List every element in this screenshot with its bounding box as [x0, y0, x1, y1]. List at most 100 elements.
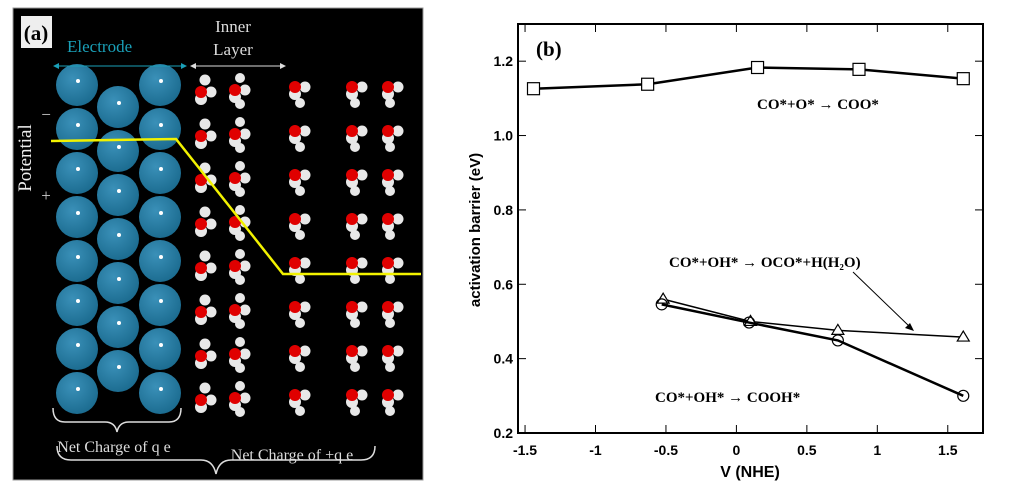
hydrogen-atom	[239, 216, 251, 228]
data-point-square	[852, 62, 866, 76]
potential-minus-sign: −	[41, 105, 51, 124]
hydrogen-atom	[385, 186, 395, 196]
oxygen-atom	[195, 218, 207, 230]
x-tick-label: -0.5	[654, 442, 678, 458]
potential-plus-sign: +	[41, 186, 51, 205]
electrode-label: Electrode	[67, 37, 132, 56]
x-tick-label: 0	[733, 442, 741, 458]
hydrogen-atom	[299, 81, 311, 93]
x-tick-label: 1	[873, 442, 881, 458]
oxygen-atom	[229, 128, 241, 140]
hydrogen-atom	[299, 345, 311, 357]
electrode-atom	[97, 218, 139, 260]
oxygen-atom	[346, 389, 358, 401]
electrode-atom	[56, 152, 98, 194]
electrode-atom	[97, 350, 139, 392]
y-tick-label: 0.2	[494, 425, 514, 441]
hydrogen-atom	[295, 230, 305, 240]
electrode-atom	[56, 328, 98, 370]
hydrogen-atom	[385, 230, 395, 240]
hydrogen-atom	[295, 406, 305, 416]
hydrogen-atom	[385, 362, 395, 372]
potential-profile-line	[50, 137, 421, 276]
hydrogen-atom	[356, 301, 368, 313]
hydrogen-atom	[350, 98, 360, 108]
oxygen-atom	[289, 213, 301, 225]
hydrogen-atom	[205, 174, 217, 186]
data-point-square	[526, 82, 541, 96]
electrode-atom	[97, 306, 139, 348]
series-line-triangle	[662, 298, 964, 338]
hydrogen-atom	[295, 98, 305, 108]
oxygen-atom	[195, 86, 207, 98]
electrode-atom	[97, 262, 139, 304]
electrode-net-charge-label: Net Charge of q e	[57, 439, 170, 456]
hydrogen-atom	[235, 407, 245, 417]
axis-ticks: -1.5 -1 -0.5 0 0.5 1 1.5 0.2 0.4 0.6 0.8 1.0 1.2	[494, 24, 983, 458]
oxygen-atom	[289, 257, 301, 269]
oxygen-atom	[195, 350, 207, 362]
electrode-atom	[139, 108, 181, 150]
hydrogen-atom	[235, 117, 245, 127]
panel-b-chart: -1.5 -1 -0.5 0 0.5 1 1.5 0.2 0.4 0.6 0.8 1.0 1.2 (b)…	[467, 23, 984, 481]
water-net-charge-label: Net Charge of +q e	[231, 447, 353, 464]
atom-highlight	[76, 343, 80, 347]
hydrogen-atom	[235, 187, 245, 197]
hydrogen-atom	[239, 392, 251, 404]
electrode-atom	[139, 152, 181, 194]
data-point-circle	[957, 389, 970, 402]
hydrogen-atom	[235, 381, 245, 391]
electrode-atom	[139, 284, 181, 326]
hydrogen-atom	[235, 143, 245, 153]
hydrogen-atom	[239, 260, 251, 272]
oxygen-atom	[346, 169, 358, 181]
electrode-atom	[139, 196, 181, 238]
oxygen-atom	[229, 392, 241, 404]
data-point-circle	[831, 334, 844, 347]
atom-highlight	[76, 387, 80, 391]
hydrogen-atom	[235, 275, 245, 285]
hydrogen-atom	[235, 231, 245, 241]
atom-highlight	[117, 145, 121, 149]
hydrogen-atom	[392, 389, 404, 401]
atom-highlight	[159, 211, 163, 215]
panel-a: (a) Electrode Inner Layer Potential − + …	[12, 7, 424, 481]
oxygen-atom	[382, 169, 394, 181]
hydrogen-atom	[356, 213, 368, 225]
atom-highlight	[117, 233, 121, 237]
atom-highlight	[76, 167, 80, 171]
electrode-atom	[97, 174, 139, 216]
oxygen-atom	[229, 348, 241, 360]
hydrogen-atom	[235, 293, 245, 303]
hydrogen-atom	[299, 169, 311, 181]
electrode-atom	[56, 240, 98, 282]
y-tick-label: 0.6	[494, 276, 514, 292]
hydrogen-atom	[356, 125, 368, 137]
atom-highlight	[117, 277, 121, 281]
data-point-circle	[655, 298, 668, 311]
hydrogen-atom	[205, 350, 217, 362]
hydrogen-atom	[295, 274, 305, 284]
hydrogen-atom	[205, 130, 217, 142]
hydrogen-atom	[199, 250, 211, 262]
atom-highlight	[76, 79, 80, 83]
oxygen-atom	[195, 306, 207, 318]
data-point-circle	[742, 316, 756, 329]
hydrogen-atom	[392, 125, 404, 137]
hydrogen-atom	[205, 218, 217, 230]
atom-highlight	[76, 123, 80, 127]
y-axis-label: activation barrier (eV)	[467, 153, 484, 307]
electrode-atom	[56, 108, 98, 150]
atom-highlight	[159, 299, 163, 303]
oxygen-atom	[229, 172, 241, 184]
electrode-atom	[139, 372, 181, 414]
oxygen-atom	[346, 345, 358, 357]
hydrogen-atom	[356, 345, 368, 357]
y-tick-label: 0.8	[494, 202, 514, 218]
hydrogen-atom	[295, 186, 305, 196]
hydrogen-atom	[356, 169, 368, 181]
oxygen-atom	[382, 81, 394, 93]
hydrogen-atom	[295, 362, 305, 372]
hydrogen-atom	[350, 142, 360, 152]
hydrogen-atom	[295, 318, 305, 328]
